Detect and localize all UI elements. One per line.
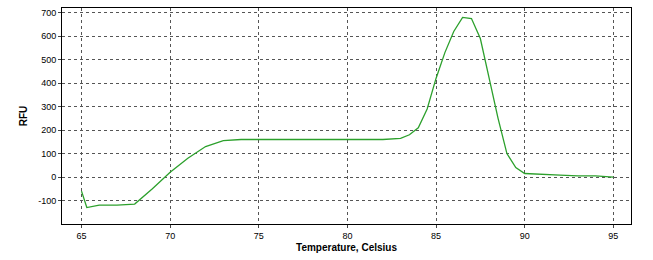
svg-text:RFU: RFU xyxy=(18,106,29,127)
svg-text:500: 500 xyxy=(41,55,56,65)
svg-text:70: 70 xyxy=(165,231,175,241)
svg-text:65: 65 xyxy=(76,231,86,241)
svg-text:80: 80 xyxy=(342,231,352,241)
svg-text:400: 400 xyxy=(41,78,56,88)
svg-text:600: 600 xyxy=(41,31,56,41)
svg-text:95: 95 xyxy=(608,231,618,241)
svg-text:300: 300 xyxy=(41,102,56,112)
svg-text:100: 100 xyxy=(41,149,56,159)
svg-text:700: 700 xyxy=(41,8,56,18)
svg-text:Temperature, Celsius: Temperature, Celsius xyxy=(296,242,397,253)
svg-text:0: 0 xyxy=(51,172,56,182)
svg-text:75: 75 xyxy=(254,231,264,241)
svg-text:200: 200 xyxy=(41,125,56,135)
svg-text:90: 90 xyxy=(520,231,530,241)
svg-text:-100: -100 xyxy=(38,196,56,206)
svg-text:85: 85 xyxy=(431,231,441,241)
